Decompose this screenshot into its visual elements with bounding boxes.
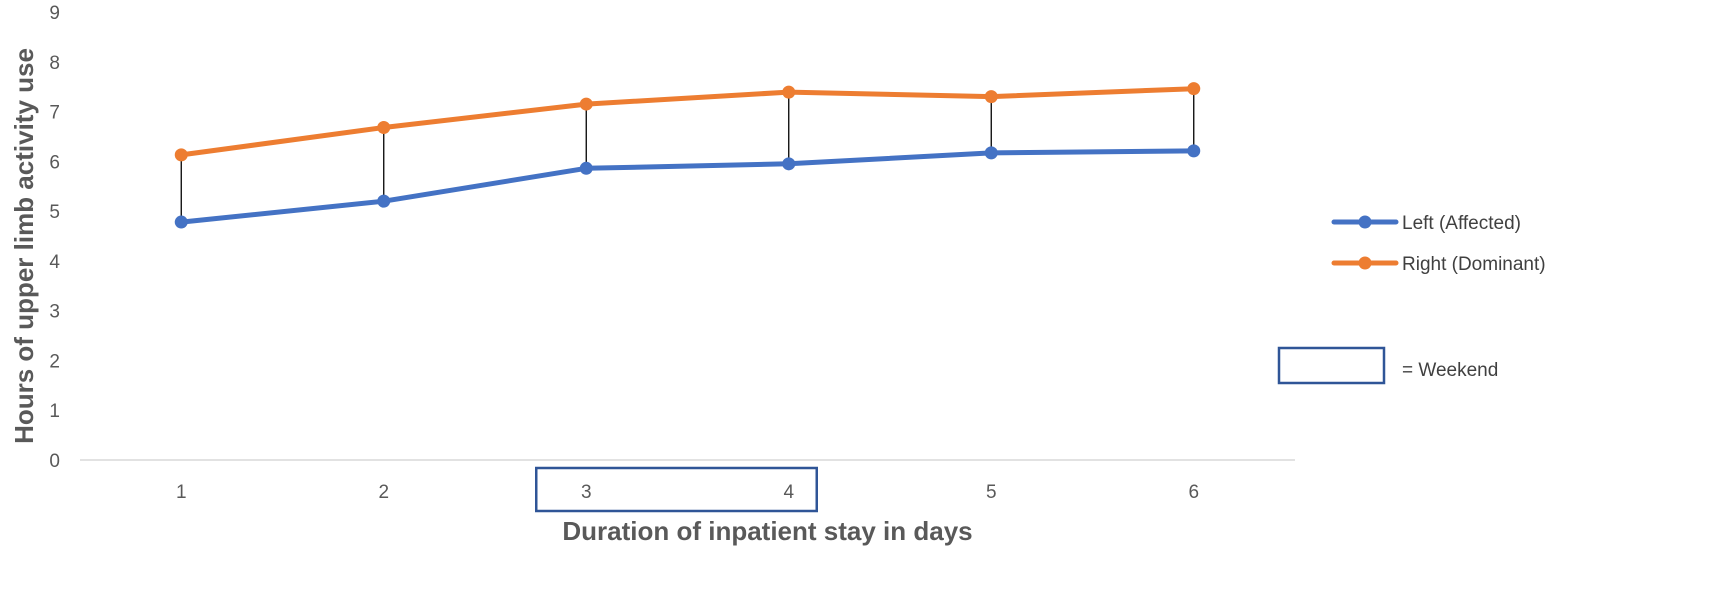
data-point-left-day-3: [579, 161, 593, 175]
series-line-left-affected: [178, 148, 1197, 225]
legend-marker-left-affected: [1358, 215, 1372, 229]
x-tick-label-2: 2: [378, 482, 389, 503]
y-tick-label-1: 1: [49, 401, 60, 422]
y-axis-ticks: 0 1 2 3 4 5 6 7 8 9: [49, 3, 60, 472]
weekend-legend-label: = Weekend: [1402, 360, 1498, 381]
data-point-right-day-6: [1187, 82, 1201, 96]
y-tick-label-5: 5: [49, 202, 60, 223]
data-point-right-day-2: [377, 120, 391, 134]
x-tick-label-6: 6: [1188, 482, 1199, 503]
data-point-right-day-4: [782, 85, 796, 99]
data-point-left-day-5: [984, 146, 998, 160]
y-tick-label-4: 4: [49, 252, 60, 273]
y-tick-label-7: 7: [49, 103, 60, 124]
legend: Left (Affected) Right (Dominant): [1331, 213, 1546, 275]
x-axis-title: Duration of inpatient stay in days: [562, 516, 972, 546]
data-point-right-day-1: [174, 148, 188, 162]
y-tick-label-6: 6: [49, 152, 60, 173]
weekend-legend: = Weekend: [1277, 346, 1498, 385]
x-tick-label-5: 5: [986, 482, 997, 503]
x-tick-label-4: 4: [783, 482, 794, 503]
legend-label-left-affected: Left (Affected): [1402, 213, 1521, 234]
series-line-right-dominant: [178, 86, 1197, 158]
data-point-right-day-5: [984, 90, 998, 104]
data-point-right-day-3: [579, 97, 593, 111]
legend-label-right-dominant: Right (Dominant): [1402, 254, 1546, 275]
data-point-left-day-2: [377, 194, 391, 208]
y-tick-label-2: 2: [49, 351, 60, 372]
y-tick-label-3: 3: [49, 302, 60, 323]
weekend-highlight-box: [535, 466, 818, 513]
y-axis-title: Hours of upper limb activity use: [9, 48, 39, 444]
series-lines: [178, 86, 1197, 225]
y-tick-label-9: 9: [49, 3, 60, 24]
weekend-legend-swatch: [1277, 346, 1386, 385]
data-point-left-day-6: [1187, 144, 1201, 158]
data-point-left-day-1: [174, 215, 188, 229]
series-points: [174, 82, 1201, 229]
x-tick-label-3: 3: [581, 482, 592, 503]
difference-connectors: [180, 88, 1195, 223]
x-tick-label-1: 1: [176, 482, 187, 503]
x-axis-ticks: 1 2 3 4 5 6: [176, 482, 1199, 503]
y-tick-label-8: 8: [49, 53, 60, 74]
data-point-left-day-4: [782, 157, 796, 171]
legend-marker-right-dominant: [1358, 256, 1372, 270]
y-tick-label-0: 0: [49, 451, 60, 472]
